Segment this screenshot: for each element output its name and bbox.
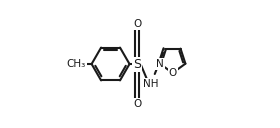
Text: S: S xyxy=(133,57,141,71)
Text: N: N xyxy=(156,59,164,69)
Text: NH: NH xyxy=(143,79,159,89)
Text: O: O xyxy=(133,99,141,109)
Text: O: O xyxy=(169,68,177,78)
Text: CH₃: CH₃ xyxy=(67,59,86,69)
Text: O: O xyxy=(133,19,141,29)
